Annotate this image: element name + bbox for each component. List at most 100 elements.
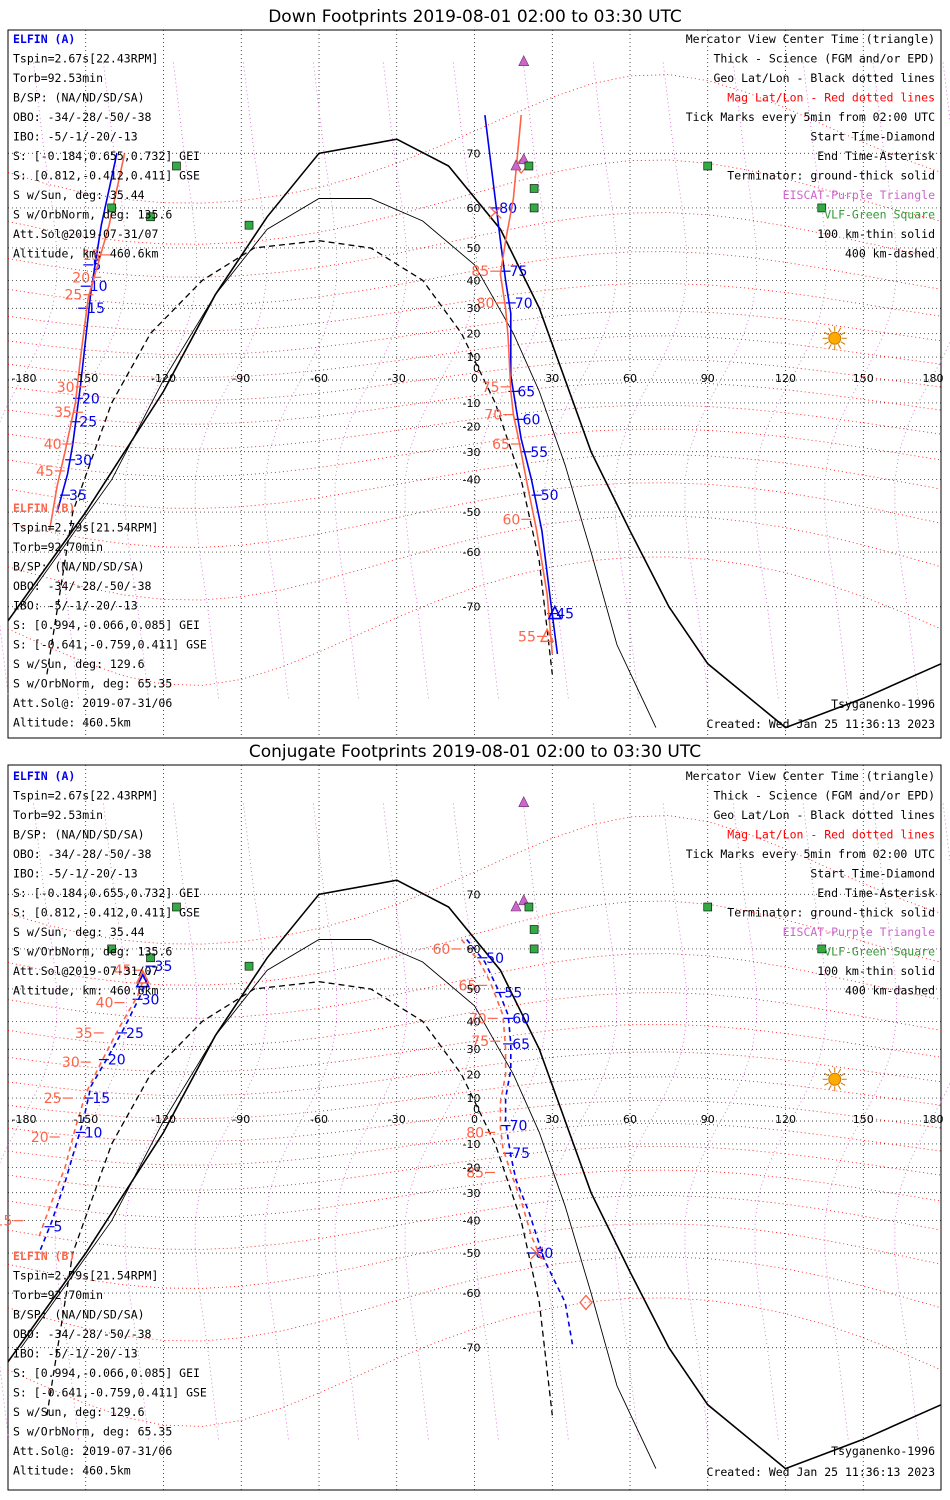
vlf-square	[172, 902, 181, 912]
legend-line: VLF-Green Square	[824, 945, 935, 959]
track-tick-label: 85	[466, 1165, 484, 1181]
sat-info-line: S: [0.812,-0.412,0.411] GSE	[13, 169, 200, 183]
terminator-ground	[7, 879, 942, 1470]
elfin-a-info: ELFIN (A) Tspin=2.67s[22.43RPM] Torb=92.53…	[13, 32, 200, 261]
mag-latitude-line	[7, 1076, 942, 1120]
mag-latitude-line	[7, 282, 942, 332]
x-tick-label: -120	[151, 1113, 176, 1126]
track-tick-label: 10	[90, 279, 108, 295]
track-tick-label: 15	[83, 248, 101, 264]
legend: Mercator View Center Time (triangle) Thic…	[686, 32, 935, 261]
sat-info-line: Torb=92.53min	[13, 71, 103, 85]
panel-title: Conjugate Footprints 2019-08-01 02:00 to…	[249, 742, 701, 762]
y-tick-label: 30	[467, 1043, 481, 1056]
sun-ray	[840, 1082, 846, 1086]
terminator-lines	[7, 138, 942, 729]
y-tick-label: -20	[463, 1162, 481, 1175]
sat-info-line: IBO: -5/-1/-20/-13	[13, 599, 138, 613]
track-tick-label: 60	[512, 1011, 530, 1027]
track-tick-label: 45	[114, 963, 132, 979]
track-tick-label: 5	[53, 1220, 62, 1236]
legend-line: Mercator View Center Time (triangle)	[686, 769, 935, 783]
y-tick-label: -10	[463, 1138, 481, 1151]
sun-ray	[828, 344, 832, 349]
y-tick-label: 60	[467, 943, 481, 956]
track-tick-label: 40	[44, 437, 62, 453]
sun-ray	[840, 1072, 846, 1077]
sat-info-line: S w/OrbNorm, deg: 135.6	[13, 208, 172, 222]
track-tick-label: 70	[469, 1011, 487, 1027]
track-tick-label: 75	[482, 380, 500, 396]
track-tick-label: 80	[466, 1125, 484, 1141]
mag-latitude-line	[7, 335, 942, 379]
track-tick-label: 35	[69, 488, 87, 504]
elfin-a-info: ELFIN (A) Tspin=2.67s[22.43RPM] Torb=92.53…	[13, 769, 200, 998]
mag-grid	[0, 802, 950, 1440]
legend-line: 100 km-thin solid	[817, 964, 935, 978]
sat_a-track-seg2	[466, 938, 574, 1348]
x-tick-label: 150	[853, 372, 874, 385]
sat-info-line: S w/OrbNorm, deg: 65.35	[13, 677, 172, 691]
y-tick-label: -10	[463, 397, 481, 410]
legend-line: EISCAT-Purple Triangle	[783, 925, 935, 939]
sat-header: ELFIN (A)	[13, 769, 75, 783]
mag-latitude-line	[7, 359, 942, 401]
orbit-tracks: 5101520253035807570656055504515202530354…	[36, 115, 574, 655]
vlf-square	[703, 161, 713, 171]
mag-latitude-line	[7, 310, 942, 356]
x-tick-label: -180	[12, 372, 37, 385]
sat_a-track-seg1	[38, 969, 152, 1254]
sat-info-line: B/SP: (NA/ND/SD/SA)	[13, 560, 145, 574]
eiscat-triangle	[518, 796, 530, 808]
vlf-square	[529, 925, 539, 934]
sat-info-line: Tspin=2.79s[21.54RPM]	[13, 521, 158, 535]
center-triangle-b	[135, 969, 150, 984]
x-tick-label: -180	[12, 1113, 37, 1126]
sat_b-track-seg2	[460, 938, 543, 1261]
mag-latitude-line	[7, 1051, 942, 1097]
legend-line: Start Time-Diamond	[810, 867, 935, 881]
vlf-square	[703, 902, 713, 912]
track-tick-label: 70	[510, 1119, 528, 1135]
sat-info-line: OBO: -34/-28/-50/-38	[13, 1327, 152, 1341]
model-label: Tsyganenko-1996	[831, 697, 935, 711]
y-tick-label: -20	[463, 421, 481, 434]
y-tick-label: -50	[463, 506, 481, 519]
sat-info-line: S: [-0.184,0.655,0.732] GEI	[13, 886, 200, 900]
sun-icon	[822, 326, 847, 351]
end-asterisk	[530, 1246, 544, 1260]
mag-latitude-line	[7, 212, 942, 278]
terminator-400km	[46, 240, 553, 675]
vlf-square	[529, 944, 539, 954]
sat-info-line: S: [0.812,-0.412,0.411] GSE	[13, 906, 200, 920]
y-tick-label: 60	[467, 202, 481, 215]
sat-info-line: Altitude, km: 460.6km	[13, 247, 158, 261]
eiscat-triangle	[510, 900, 522, 912]
track-tick-label: 20	[82, 391, 100, 407]
legend-line: Mag Lat/Lon - Red dotted lines	[727, 828, 935, 842]
y-tick-label: 0	[473, 1103, 480, 1116]
y-tick-label: -60	[463, 1287, 481, 1300]
model-label: Tsyganenko-1996	[831, 1444, 935, 1458]
track-tick-label: 55	[518, 629, 536, 645]
mag-latitude-line	[7, 454, 942, 509]
sun-ray	[828, 1068, 832, 1074]
sun-ray	[840, 331, 846, 336]
eiscat-triangle	[510, 159, 522, 171]
terminator-400km	[46, 981, 553, 1416]
track-tick-label: 20	[72, 270, 90, 286]
legend-line: Thick - Science (FGM and/or EPD)	[713, 52, 935, 66]
mag-latitude-line	[7, 1145, 942, 1191]
x-tick-label: 180	[923, 1113, 944, 1126]
legend-line: Terminator: ground-thick solid	[727, 906, 935, 920]
sun-ray	[837, 1085, 842, 1090]
legend-line: 100 km-thin solid	[817, 227, 935, 241]
x-tick-label: -150	[73, 372, 98, 385]
x-tick-label: 120	[775, 372, 796, 385]
vlf-square	[146, 953, 155, 963]
x-tick-label: -90	[232, 372, 250, 385]
legend-line: EISCAT-Purple Triangle	[783, 188, 935, 202]
sat-info-line: S: [-0.641,-0.759,0.411] GSE	[13, 1386, 207, 1400]
sat-info-line: OBO: -34/-28/-50/-38	[13, 579, 152, 593]
legend-line: 400 km-dashed	[845, 984, 935, 998]
